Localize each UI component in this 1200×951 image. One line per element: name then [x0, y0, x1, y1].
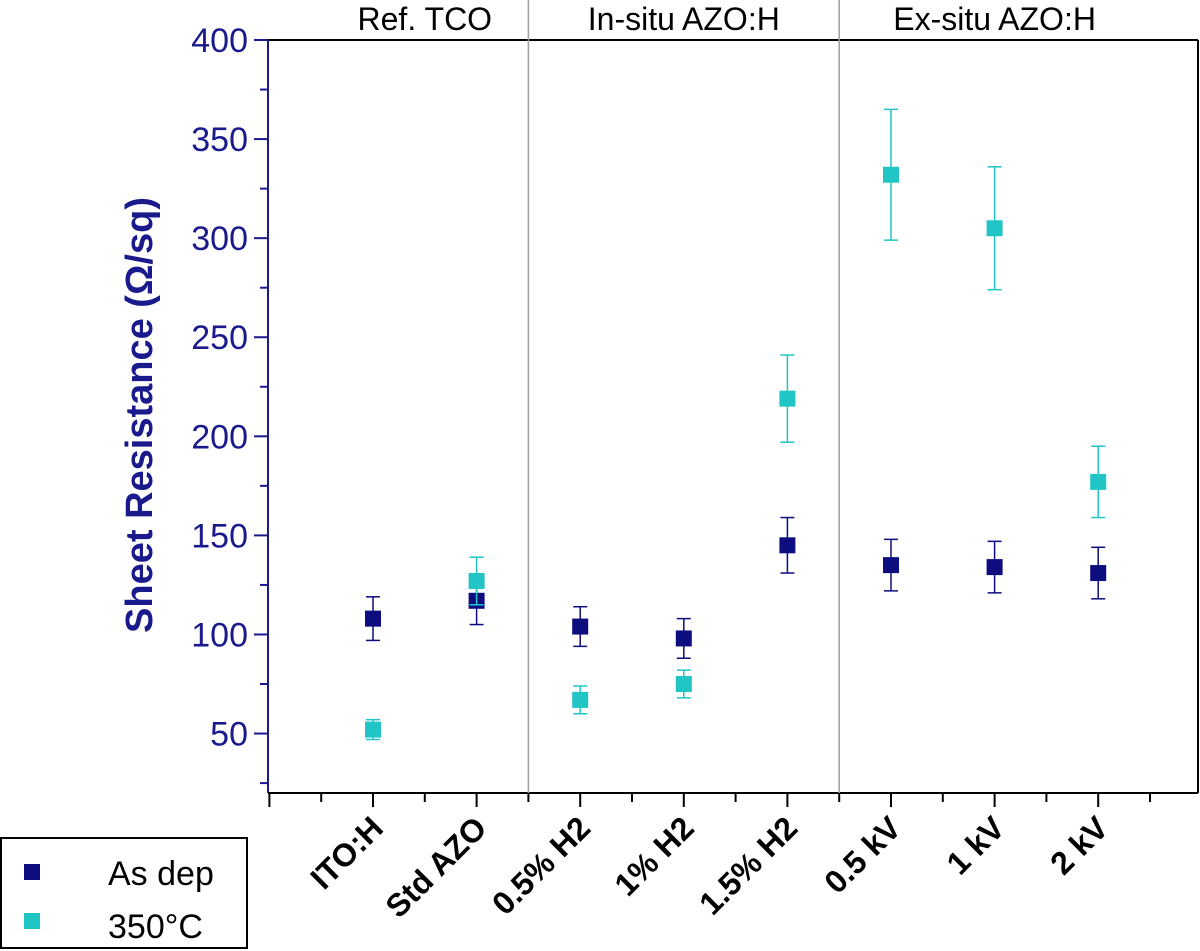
data-point-350-c-2-kv: [1090, 445, 1107, 519]
y-axis: 50 100 150 200 250 300 350 400: [191, 22, 269, 793]
group-label-ref-tco: Ref. TCO: [358, 1, 493, 37]
x-tick-label-2-kv: 2 kV: [1043, 809, 1115, 881]
y-tick-label: 100: [191, 616, 248, 654]
marker: [779, 390, 796, 407]
marker: [986, 220, 1003, 237]
y-tick-label: 350: [191, 121, 248, 159]
group-label-in-situ-azo-h: In-situ AZO:H: [588, 1, 780, 37]
y-tick-label: 150: [191, 517, 248, 555]
marker: [883, 557, 899, 574]
data-point-350-c-ito-h: [365, 718, 381, 741]
data-point-as-dep-1-5-h2: [779, 516, 796, 574]
legend: As dep 350°C: [0, 837, 248, 949]
y-axis-title: Sheet Resistance (Ω/sq): [119, 197, 161, 633]
x-tick-label-1-kv: 1 kV: [940, 809, 1012, 881]
y-tick-label: 50: [210, 716, 248, 754]
series-layer: [365, 108, 1107, 741]
x-tick-label-0-5-h2: 0.5% H2: [485, 809, 597, 921]
legend-box: [0, 837, 248, 949]
marker: [779, 537, 796, 554]
y-tick-label: 200: [191, 418, 248, 456]
marker: [468, 572, 485, 589]
x-tick-label-std-azo: Std AZO: [378, 809, 493, 924]
marker: [883, 166, 899, 183]
data-point-as-dep-1-h2: [675, 617, 692, 660]
data-point-as-dep-0-5-kv: [883, 538, 899, 592]
data-point-350-c-1-kv: [986, 166, 1003, 291]
legend-marker-as-dep: [24, 864, 40, 880]
data-point-as-dep-ito-h: [365, 596, 381, 642]
data-point-as-dep-0-5-h2: [572, 605, 589, 648]
marker: [675, 676, 692, 693]
data-point-350-c-1-5-h2: [779, 354, 796, 444]
group-label-ex-situ-azo-h: Ex-situ AZO:H: [893, 1, 1096, 37]
marker: [986, 559, 1003, 576]
y-tick-label: 400: [191, 22, 248, 60]
x-tick-label-1-h2: 1% H2: [607, 809, 700, 902]
marker: [365, 721, 381, 738]
data-point-350-c-std-azo: [468, 556, 485, 606]
data-point-350-c-1-h2: [675, 669, 692, 699]
x-tick-label-ito-h: ITO:H: [303, 809, 390, 896]
x-tick-label-1-5-h2: 1.5% H2: [692, 809, 804, 921]
legend-label-as-dep: As dep: [108, 855, 214, 893]
x-tick-label-0-5-kv: 0.5 kV: [817, 809, 908, 900]
series-350-c: [365, 108, 1107, 741]
data-point-350-c-0-5-kv: [883, 108, 899, 241]
legend-label-350c: 350°C: [108, 908, 203, 946]
data-point-350-c-0-5-h2: [572, 685, 589, 715]
y-tick-label: 250: [191, 319, 248, 357]
group-labels: Ref. TCO In-situ AZO:H Ex-situ AZO:H: [358, 1, 1096, 37]
data-point-as-dep-2-kv: [1090, 546, 1107, 600]
marker: [1090, 565, 1107, 582]
marker: [572, 691, 589, 708]
group-dividers: [527, 0, 840, 793]
marker: [675, 630, 692, 647]
marker: [572, 618, 589, 635]
plot-frame: [268, 39, 1199, 793]
data-point-as-dep-1-kv: [986, 540, 1003, 594]
legend-marker-350c: [24, 913, 40, 929]
marker: [1090, 473, 1107, 490]
y-tick-label: 300: [191, 220, 248, 258]
marker: [365, 610, 381, 627]
